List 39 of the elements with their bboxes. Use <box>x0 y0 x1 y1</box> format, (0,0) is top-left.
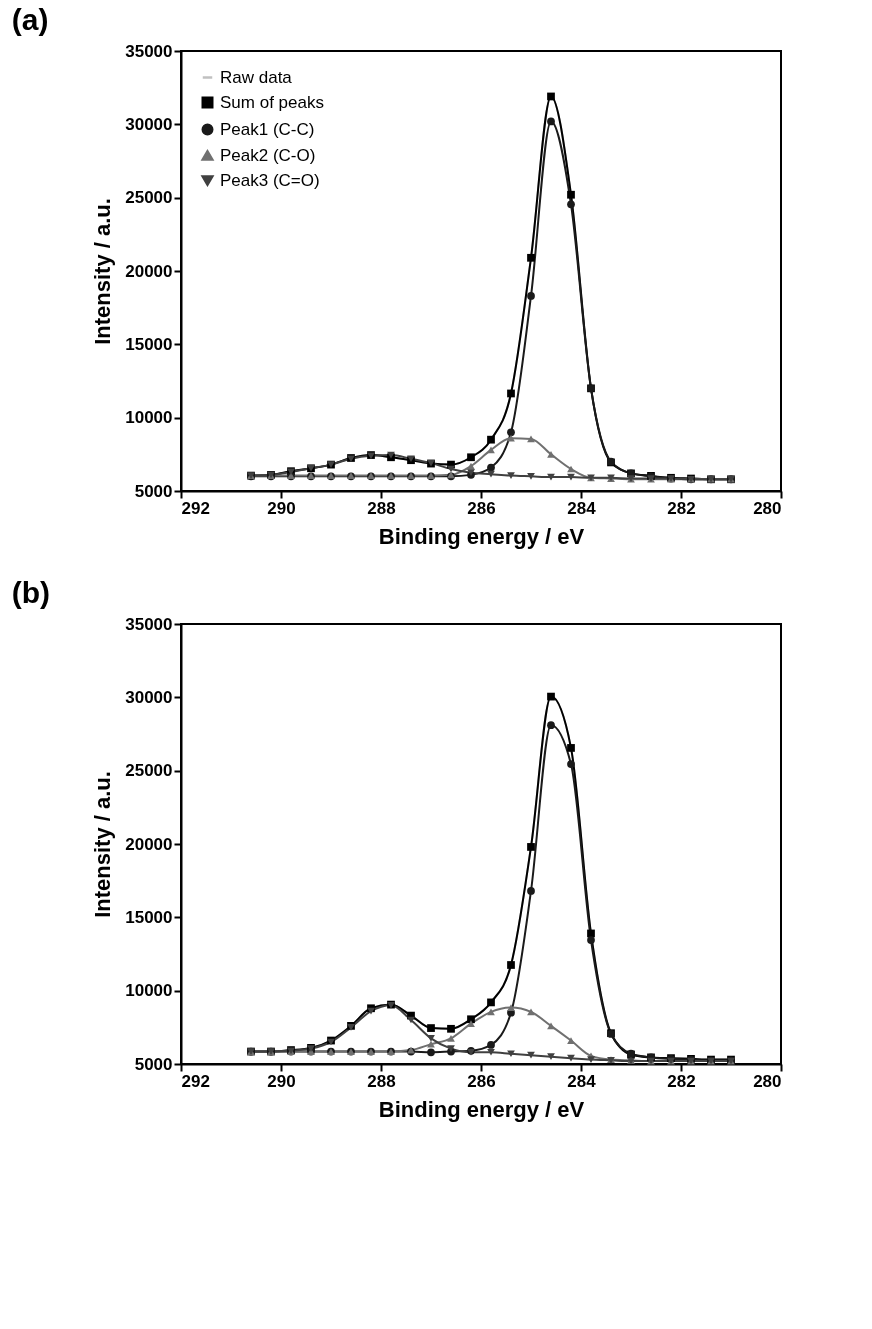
y-tick-label: 5000 <box>134 1054 173 1074</box>
x-tick-label: 286 <box>467 498 496 518</box>
x-tick-label: 292 <box>181 1071 210 1091</box>
legend-label: Peak1 (C-C) <box>220 119 315 139</box>
x-tick-label: 290 <box>267 1071 296 1091</box>
y-tick-label: 10000 <box>125 981 173 1001</box>
x-tick-label: 282 <box>667 1071 696 1091</box>
x-tick-label: 280 <box>753 498 782 518</box>
y-tick-label: 35000 <box>125 41 173 61</box>
x-tick-label: 284 <box>567 498 597 518</box>
y-tick-label: 25000 <box>125 188 173 208</box>
x-tick-label: 282 <box>667 498 696 518</box>
y-tick-label: 25000 <box>125 761 173 781</box>
x-axis-title: Binding energy / eV <box>378 523 585 549</box>
y-axis-title: Intensity / a.u. <box>90 198 116 345</box>
y-tick-label: 20000 <box>125 261 173 281</box>
x-tick-label: 292 <box>181 498 210 518</box>
y-tick-label: 15000 <box>125 334 173 354</box>
x-tick-label: 290 <box>267 498 296 518</box>
x-tick-label: 288 <box>367 498 396 518</box>
y-tick-label: 5000 <box>134 481 173 501</box>
y-tick-label: 30000 <box>125 114 173 134</box>
x-tick-label: 280 <box>753 1071 782 1091</box>
y-tick-label: 15000 <box>125 907 173 927</box>
x-tick-label: 288 <box>367 1071 396 1091</box>
legend-label: Peak2 (C-O) <box>220 145 316 165</box>
legend-label: Peak3 (C=O) <box>220 170 320 190</box>
chart-title: (b) <box>11 576 51 609</box>
y-tick-label: 20000 <box>125 834 173 854</box>
y-axis-title: Intensity / a.u. <box>90 771 116 918</box>
y-tick-label: 35000 <box>125 614 173 634</box>
chart-title: (a) <box>11 3 49 36</box>
legend-label: Sum of peaks <box>220 92 324 112</box>
legend-label: Raw data <box>220 67 293 87</box>
x-tick-label: 284 <box>567 1071 597 1091</box>
x-axis-title: Binding energy / eV <box>378 1096 585 1122</box>
y-tick-label: 30000 <box>125 687 173 707</box>
y-tick-label: 10000 <box>125 408 173 428</box>
x-tick-label: 286 <box>467 1071 496 1091</box>
